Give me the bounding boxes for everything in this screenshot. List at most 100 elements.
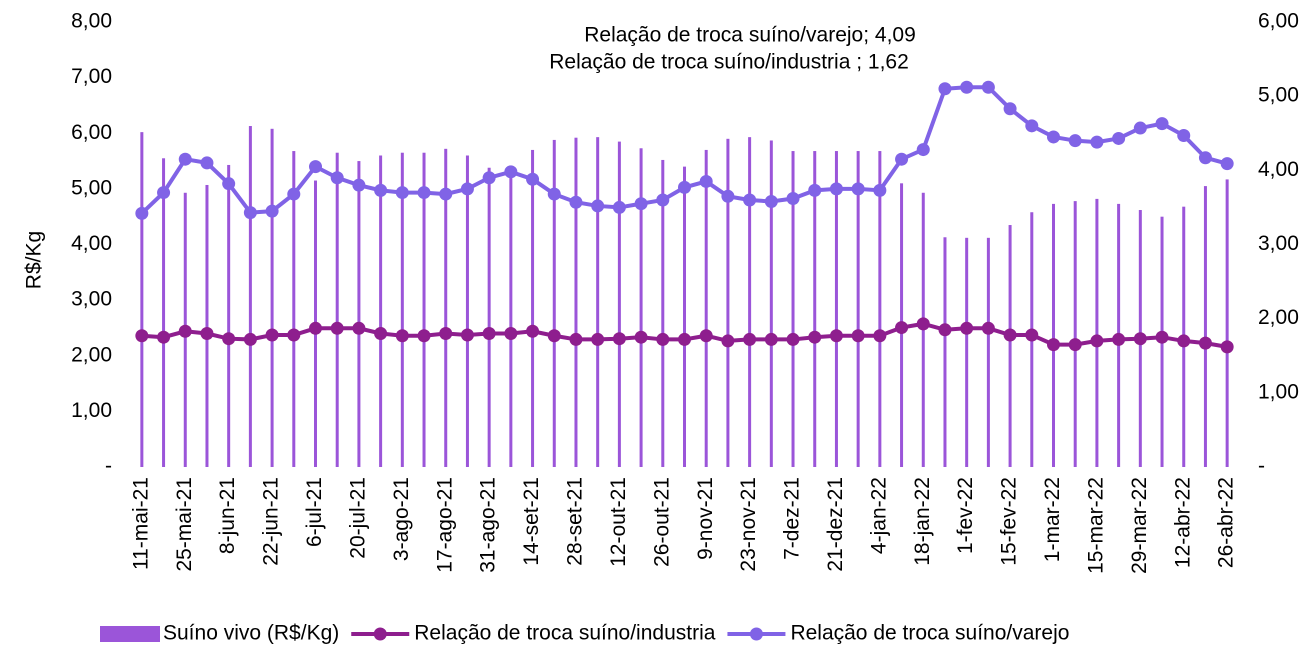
line-marker xyxy=(222,332,236,346)
bar xyxy=(878,151,882,468)
bar xyxy=(487,167,491,468)
line-marker xyxy=(743,193,757,207)
line-marker xyxy=(330,171,344,185)
x-tick-label: 1-fev-22 xyxy=(954,477,977,554)
x-tick-label: 12-abr-22 xyxy=(1171,477,1194,568)
bar xyxy=(596,137,600,468)
bar xyxy=(270,128,274,468)
bar xyxy=(292,151,296,468)
bar xyxy=(248,126,252,468)
line-marker xyxy=(200,156,214,170)
y2-tick-label: 4,00 xyxy=(1258,158,1299,181)
line-marker xyxy=(482,171,496,185)
bar xyxy=(943,237,947,467)
y-tick-label: 1,00 xyxy=(71,399,112,422)
line-marker xyxy=(721,334,735,348)
line-marker xyxy=(1155,117,1169,131)
line-marker xyxy=(1198,336,1212,350)
line-marker xyxy=(309,321,322,335)
y2-tick-label: 6,00 xyxy=(1258,10,1299,33)
bar xyxy=(227,164,231,468)
legend-label: Suíno vivo (R$/Kg) xyxy=(163,622,339,645)
line-marker xyxy=(1177,128,1191,142)
line-marker xyxy=(460,182,474,196)
bar xyxy=(1225,179,1229,467)
bar xyxy=(422,152,426,467)
line-marker xyxy=(808,183,822,197)
bar xyxy=(531,149,535,467)
line-marker xyxy=(829,182,843,196)
line-marker xyxy=(395,186,409,200)
bar xyxy=(856,151,860,468)
bar xyxy=(552,139,556,468)
bar xyxy=(335,152,339,467)
line-marker xyxy=(243,206,257,220)
line-marker xyxy=(526,324,540,338)
line-marker xyxy=(1220,157,1234,171)
annotation: Relação de troca suíno/varejo; 4,09 xyxy=(584,24,916,47)
line-marker xyxy=(1112,131,1126,145)
bar xyxy=(769,140,773,467)
line-marker xyxy=(786,332,800,346)
line-marker xyxy=(634,197,648,211)
line-marker xyxy=(287,187,301,201)
y2-tick-label: - xyxy=(1258,455,1265,478)
x-tick-label: 7-dez-21 xyxy=(781,477,804,560)
y-tick-label: - xyxy=(105,455,112,478)
bar xyxy=(357,161,361,467)
line-marker xyxy=(200,327,214,340)
line-marker xyxy=(1068,338,1082,352)
x-tick-label: 31-ago-21 xyxy=(477,477,500,573)
line-marker xyxy=(309,160,322,174)
line-marker xyxy=(547,329,561,343)
bar xyxy=(1073,201,1077,468)
bar xyxy=(140,132,144,467)
line-marker xyxy=(526,172,540,186)
bar xyxy=(986,237,990,467)
x-tick-label: 17-ago-21 xyxy=(433,477,456,573)
line-marker xyxy=(1090,334,1104,348)
line-marker xyxy=(612,200,626,214)
line-marker xyxy=(178,324,192,338)
line-marker xyxy=(591,199,605,213)
line-marker xyxy=(547,187,561,201)
y-tick-label: 3,00 xyxy=(71,288,112,311)
y-tick-label: 2,00 xyxy=(71,343,112,366)
line-marker xyxy=(374,327,388,340)
line-marker xyxy=(764,194,778,208)
line-marker xyxy=(591,332,605,346)
line-marker xyxy=(1047,338,1060,352)
line-marker xyxy=(851,329,865,343)
y-tick-label: 5,00 xyxy=(71,176,112,199)
line-marker xyxy=(265,328,279,342)
legend-label: Relação de troca suíno/varejo xyxy=(790,622,1069,645)
line-marker xyxy=(417,329,431,343)
bar xyxy=(574,137,578,467)
y2-tick-label: 2,00 xyxy=(1258,306,1299,329)
line-marker xyxy=(157,186,171,200)
line-marker xyxy=(981,80,995,94)
line-marker xyxy=(786,192,800,206)
line-marker xyxy=(178,152,192,166)
line-marker xyxy=(157,330,171,344)
bar xyxy=(509,166,513,467)
bar xyxy=(444,148,448,467)
line-marker xyxy=(243,332,257,346)
legend-swatch xyxy=(749,627,763,641)
x-tick-label: 1-mar-22 xyxy=(1041,477,1064,562)
line-marker xyxy=(721,189,735,203)
x-tick-label: 28-set-21 xyxy=(564,477,587,566)
y-tick-label: 6,00 xyxy=(71,121,112,144)
line-marker xyxy=(678,332,691,346)
line-marker xyxy=(504,327,518,340)
line-marker xyxy=(265,204,279,218)
line-marker xyxy=(374,183,388,197)
x-tick-label: 26-abr-22 xyxy=(1215,477,1238,568)
line-marker xyxy=(678,180,691,194)
bar xyxy=(683,166,686,467)
line-marker xyxy=(1068,134,1082,148)
x-tick-label: 21-dez-21 xyxy=(824,477,847,572)
x-tick-label: 23-nov-21 xyxy=(737,477,760,572)
bar xyxy=(400,152,404,467)
line-marker xyxy=(569,195,583,209)
